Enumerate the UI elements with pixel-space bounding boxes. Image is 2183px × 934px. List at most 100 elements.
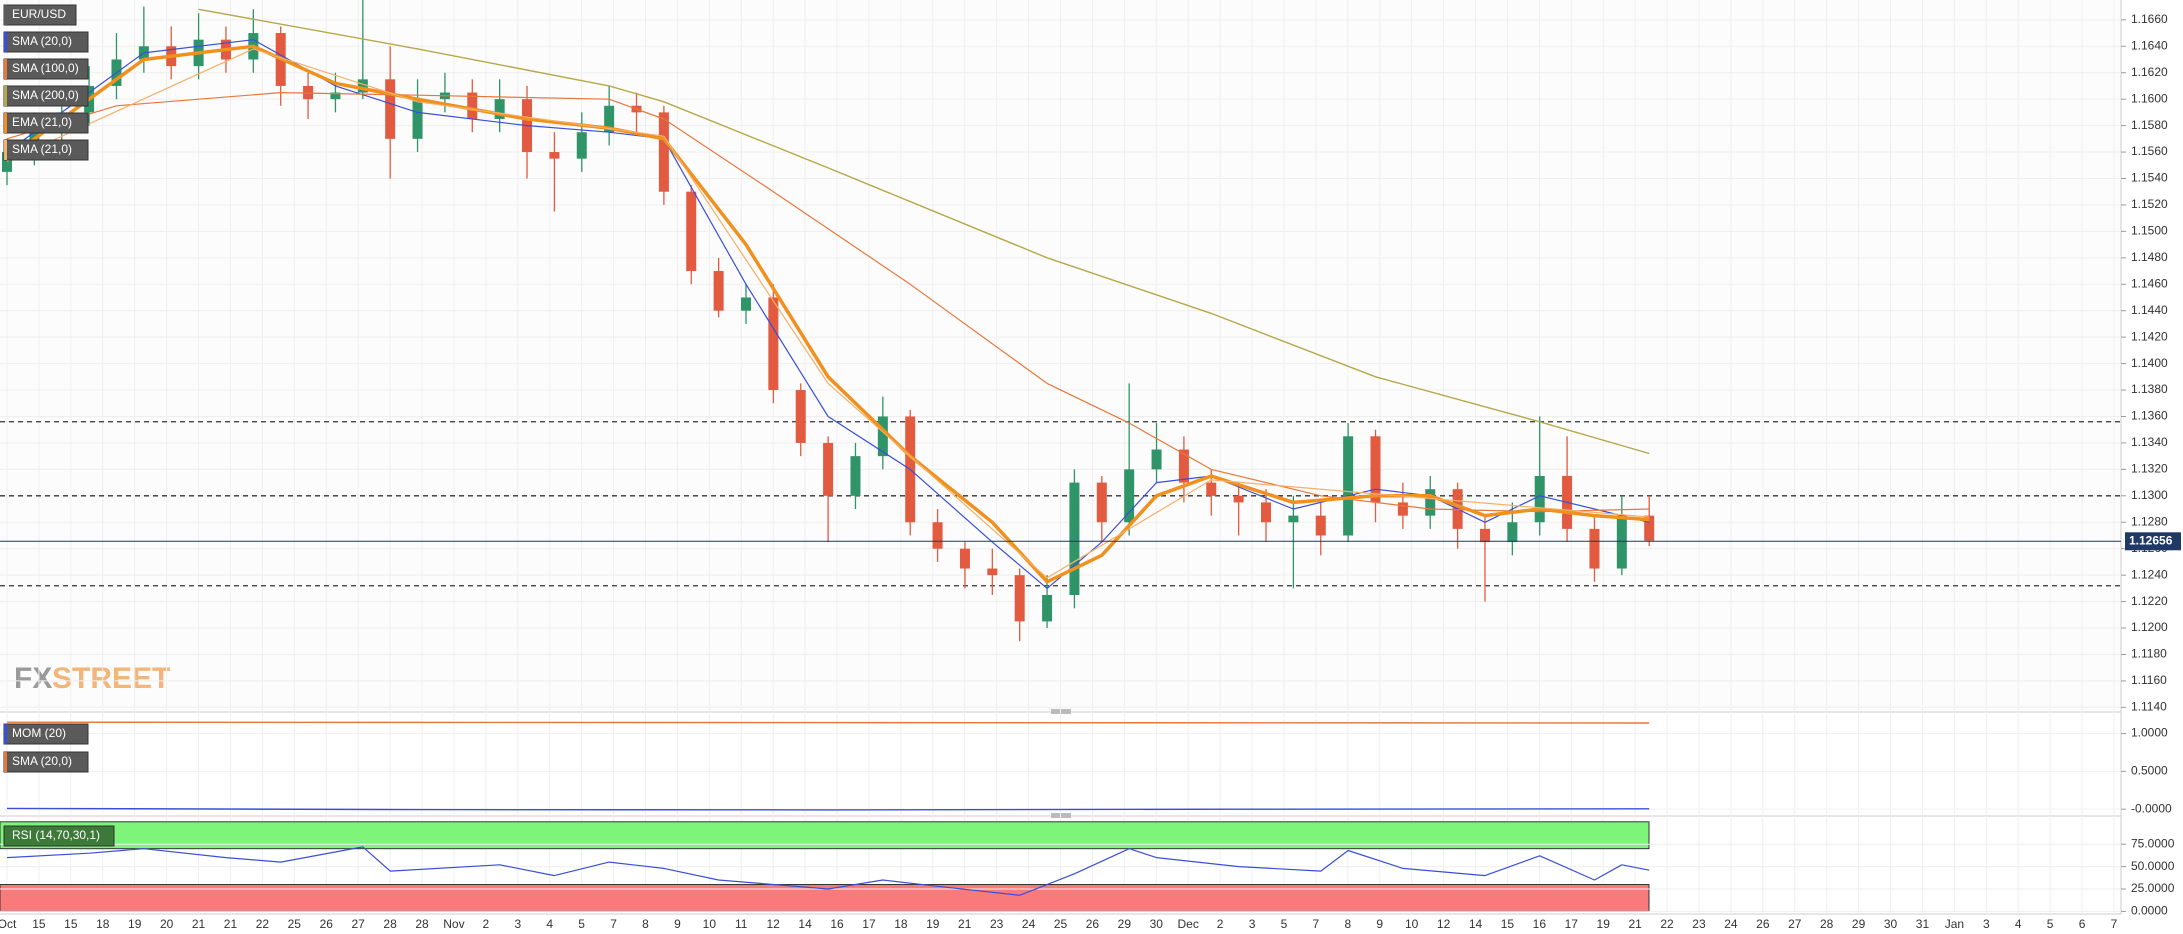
x-tick-label: 15 [64, 917, 78, 931]
y-tick-label: 1.1480 [2131, 250, 2168, 264]
candle-body [1261, 502, 1272, 523]
x-tick-label: 12 [1437, 917, 1451, 931]
x-tick-label: 26 [1756, 917, 1770, 931]
x-tick-label: 15 [1501, 917, 1515, 931]
x-tick-label: 28 [1820, 917, 1834, 931]
indicator-line [6, 48, 1650, 579]
x-tick-label: 5 [2047, 917, 2054, 931]
x-tick-label: Oct [0, 917, 17, 931]
y-tick-label: 1.1200 [2131, 620, 2168, 634]
watermark-street: STREET [52, 662, 170, 695]
x-tick-label: 3 [1983, 917, 1990, 931]
x-tick-label: 20 [160, 917, 174, 931]
legend-swatch [4, 5, 7, 25]
y-tick-label: 1.1400 [2131, 356, 2168, 370]
x-tick-label: 7 [610, 917, 617, 931]
rsi-line [6, 846, 1650, 896]
candle-body [795, 390, 806, 443]
candle-body [987, 568, 998, 576]
y-tick-label: 1.1300 [2131, 488, 2168, 502]
candle-body [1288, 515, 1299, 523]
x-tick-label: 24 [1724, 917, 1738, 931]
legend-label: EMA (21,0) [12, 115, 72, 129]
x-tick-label: 18 [894, 917, 908, 931]
legend-box[interactable] [3, 825, 115, 847]
x-tick-label: 16 [1533, 917, 1547, 931]
legend-swatch [4, 59, 7, 79]
legend-label: SMA (100,0) [12, 61, 79, 75]
x-tick-label: 10 [1405, 917, 1419, 931]
x-tick-label: 23 [990, 917, 1004, 931]
candle-body [604, 105, 615, 133]
x-tick-label: 21 [1628, 917, 1642, 931]
indicator-line [6, 39, 1650, 589]
y-tick-label: 1.1580 [2131, 118, 2168, 132]
x-tick-label: 26 [1086, 917, 1100, 931]
x-tick-label: 7 [2111, 917, 2118, 931]
candle-body [1644, 515, 1655, 541]
x-tick-label: 26 [320, 917, 334, 931]
x-tick-label: 29 [1852, 917, 1866, 931]
legend-label: SMA (200,0) [12, 88, 79, 102]
y-tick-label: 1.1640 [2131, 38, 2168, 52]
legend-swatch [4, 86, 7, 106]
candle-body [1233, 495, 1244, 503]
y-tick-label: -0.0000 [2131, 801, 2172, 815]
candle-body [576, 132, 587, 159]
y-tick-label: 1.1420 [2131, 329, 2168, 343]
candle-body [330, 92, 341, 100]
y-tick-label: 1.1440 [2131, 303, 2168, 317]
x-tick-label: 14 [798, 917, 812, 931]
x-tick-label: 2 [1217, 917, 1224, 931]
y-tick-label: 1.0000 [2131, 726, 2168, 740]
legend-swatch [4, 140, 7, 160]
x-tick-label: 7 [1313, 917, 1320, 931]
candle-body [494, 99, 505, 119]
x-tick-label: 21 [224, 917, 238, 931]
candle-body [850, 456, 861, 496]
legend-label: SMA (21,0) [12, 142, 72, 156]
y-tick-label: 25.0000 [2131, 881, 2175, 895]
y-tick-label: 1.1180 [2131, 647, 2167, 661]
x-tick-label: 19 [926, 917, 940, 931]
candle-body [768, 297, 779, 391]
y-tick-label: 1.1520 [2131, 197, 2168, 211]
candle-body [2, 152, 12, 172]
x-tick-label: 3 [1249, 917, 1256, 931]
y-tick-label: 1.1280 [2131, 514, 2168, 528]
x-tick-label: 30 [1150, 917, 1164, 931]
y-tick-label: 1.1500 [2131, 224, 2168, 238]
candle-body [1397, 502, 1408, 516]
y-tick-label: 1.1140 [2131, 700, 2167, 714]
x-tick-label: 27 [351, 917, 365, 931]
x-tick-label: 19 [1597, 917, 1611, 931]
candle-body [877, 416, 888, 457]
last-price-box [2125, 532, 2181, 551]
y-tick-label: 50.0000 [2131, 859, 2175, 873]
x-tick-label: 15 [32, 917, 46, 931]
x-tick-label: 30 [1884, 917, 1898, 931]
candle-body [1589, 528, 1600, 569]
x-tick-label: 25 [288, 917, 302, 931]
x-tick-label: 14 [1469, 917, 1483, 931]
candle-body [1124, 469, 1135, 523]
x-tick-label: 22 [256, 917, 270, 931]
y-tick-label: 1.1380 [2131, 382, 2168, 396]
x-tick-label: Nov [443, 917, 464, 931]
legend-swatch [4, 752, 7, 772]
indicator-line [6, 92, 1650, 513]
candle-body [1315, 515, 1326, 536]
candle-body [1343, 436, 1354, 536]
y-tick-label: 1.1560 [2131, 144, 2168, 158]
x-tick-label: 28 [415, 917, 429, 931]
x-tick-label: 17 [862, 917, 876, 931]
x-tick-label: Jan [1945, 917, 1964, 931]
y-tick-label: 1.1620 [2131, 65, 2168, 79]
candle-body [357, 79, 368, 93]
candle-body [1096, 482, 1107, 523]
y-tick-label: 1.1540 [2131, 171, 2168, 185]
candle-body [467, 92, 478, 119]
candle-body [932, 522, 943, 549]
legend-label: MOM (20) [12, 726, 66, 740]
